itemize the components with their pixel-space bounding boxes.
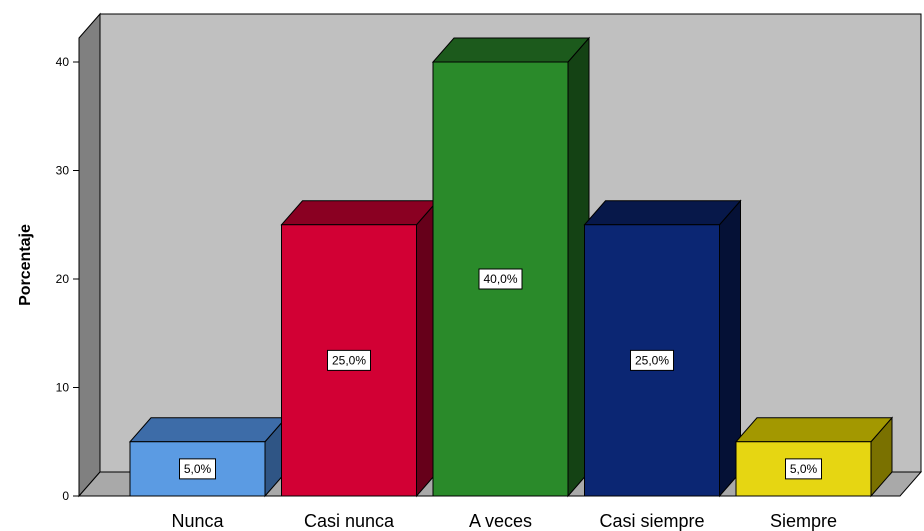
- data-label-box: [630, 349, 674, 371]
- x-tick-label: A veces: [469, 511, 532, 531]
- bar: 25,0%: [583, 199, 742, 498]
- bar: 25,0%: [280, 199, 439, 498]
- y-tick-label: 40: [56, 55, 70, 69]
- x-tick-label: Casi siempre: [599, 511, 704, 531]
- bar: 5,0%: [734, 416, 894, 498]
- bar-top: [431, 37, 591, 63]
- data-label: 25,0%: [332, 353, 366, 367]
- x-tick-label: Nunca: [171, 511, 224, 531]
- bar: 40,0%: [431, 36, 591, 498]
- y-axis-title: Porcentaje: [17, 224, 34, 306]
- y-tick-label: 20: [56, 272, 70, 286]
- bars-group: 5,0% 25,0% 40,0% 25,0% 5,0%: [128, 36, 894, 498]
- bar-top: [280, 200, 439, 226]
- data-label: 5,0%: [184, 462, 212, 476]
- x-tick-label: Casi nunca: [304, 511, 395, 531]
- bar-top: [128, 417, 288, 443]
- y-tick-label: 30: [56, 164, 70, 178]
- data-label: 25,0%: [635, 353, 669, 367]
- bar-top: [734, 417, 894, 443]
- data-label-box: [327, 349, 371, 371]
- left-wall: [78, 12, 101, 498]
- y-tick-label: 0: [62, 489, 69, 503]
- data-label-box: [785, 458, 822, 480]
- y-tick-label: 10: [56, 381, 70, 395]
- bar-top: [583, 200, 742, 226]
- x-tick-label: Siempre: [770, 511, 837, 531]
- data-label-box: [179, 458, 216, 480]
- x-axis: Nunca Casi nunca A veces Casi siempre Siempr…: [171, 511, 837, 531]
- data-label: 40,0%: [483, 272, 517, 286]
- y-axis: 0 10 20 30 40: [56, 55, 79, 503]
- data-label-box: [478, 268, 523, 290]
- data-label: 5,0%: [790, 462, 818, 476]
- bar: 5,0%: [128, 416, 288, 498]
